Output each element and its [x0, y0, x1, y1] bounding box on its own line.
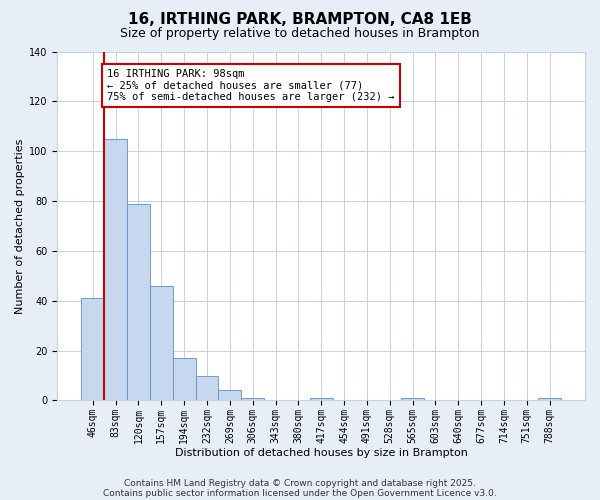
Bar [82, 298, 104, 400]
Text: 16, IRTHING PARK, BRAMPTON, CA8 1EB: 16, IRTHING PARK, BRAMPTON, CA8 1EB [128, 12, 472, 28]
Bar [173, 358, 196, 401]
Y-axis label: Number of detached properties: Number of detached properties [15, 138, 25, 314]
Bar [196, 376, 218, 400]
Bar [310, 398, 332, 400]
Bar [538, 398, 561, 400]
Bar [241, 398, 264, 400]
Bar [401, 398, 424, 400]
Bar [150, 286, 173, 401]
X-axis label: Distribution of detached houses by size in Brampton: Distribution of detached houses by size … [175, 448, 467, 458]
Text: Size of property relative to detached houses in Brampton: Size of property relative to detached ho… [120, 28, 480, 40]
Text: 16 IRTHING PARK: 98sqm
← 25% of detached houses are smaller (77)
75% of semi-det: 16 IRTHING PARK: 98sqm ← 25% of detached… [107, 69, 394, 102]
Bar [127, 204, 150, 400]
Bar [218, 390, 241, 400]
Bar [104, 138, 127, 400]
Text: Contains HM Land Registry data © Crown copyright and database right 2025.: Contains HM Land Registry data © Crown c… [124, 478, 476, 488]
Text: Contains public sector information licensed under the Open Government Licence v3: Contains public sector information licen… [103, 488, 497, 498]
